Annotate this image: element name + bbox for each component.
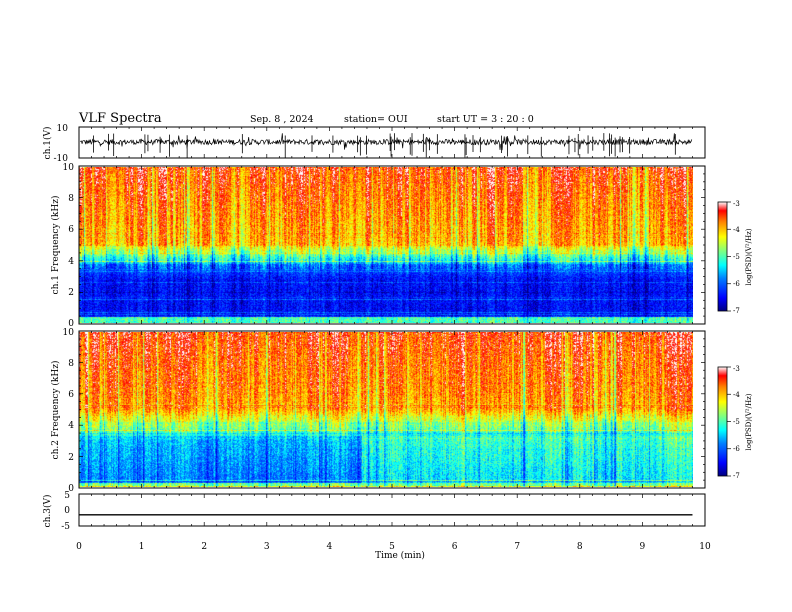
ch2-freq-tick-4: 4 xyxy=(68,421,74,431)
ch1-freq-tick-2: 2 xyxy=(68,288,74,298)
station-label: station= OUI xyxy=(344,114,408,125)
ch2-colorbar xyxy=(717,366,728,477)
cb1-tick-minus4: -4 xyxy=(733,226,740,234)
ch2-freq-tick-0: 0 xyxy=(68,484,74,494)
xtick-6: 6 xyxy=(452,542,458,552)
ch1-freq-axis-label: ch.1 Frequency (kHz) xyxy=(50,196,61,295)
cb2-tick-minus7: -7 xyxy=(733,472,740,480)
ch1-ytick-bottom: -10 xyxy=(54,154,69,164)
ch1-waveform-trace xyxy=(79,133,693,151)
cb1-tick-minus6: -6 xyxy=(733,280,740,288)
xtick-4: 4 xyxy=(327,542,333,552)
ch2-freq-axis-label: ch.2 Frequency (kHz) xyxy=(50,361,61,460)
xtick-2: 2 xyxy=(201,542,207,552)
ch1-colorbar xyxy=(717,201,728,312)
xtick-8: 8 xyxy=(577,542,583,552)
cb2-tick-minus3: -3 xyxy=(733,365,740,373)
start-ut-label: start UT = 3 : 20 : 0 xyxy=(437,114,534,125)
ch1-spectrogram xyxy=(79,167,693,323)
ch2-freq-tick-2: 2 xyxy=(68,453,74,463)
ch2-freq-tick-10: 10 xyxy=(63,328,75,338)
ch2-spectrogram xyxy=(79,332,693,487)
ch2-freq-tick-6: 6 xyxy=(68,390,74,400)
ch1-freq-tick-0: 0 xyxy=(68,319,74,329)
xtick-0: 0 xyxy=(76,542,82,552)
ch1-volt-axis-label: ch.1(V) xyxy=(42,127,53,160)
figure-title: VLF Spectra xyxy=(79,111,162,126)
cb2-tick-minus4: -4 xyxy=(733,391,740,399)
xtick-3: 3 xyxy=(264,542,270,552)
date-label: Sep. 8 , 2024 xyxy=(250,114,314,125)
colorbar-ticks xyxy=(727,201,731,477)
ch3-ytick-minus5: -5 xyxy=(61,522,70,532)
ch3-ytick-5: 5 xyxy=(64,491,70,501)
ch1-freq-tick-8: 8 xyxy=(68,194,74,204)
ch3-waveform-frame xyxy=(78,493,706,527)
cb1-tick-minus5: -5 xyxy=(733,253,740,261)
cb2-label: log(PSD)(V²/Hz) xyxy=(745,393,753,450)
cb1-tick-minus7: -7 xyxy=(733,307,740,315)
ch1-freq-tick-6: 6 xyxy=(68,225,74,235)
x-axis-label: Time (min) xyxy=(375,550,425,561)
cb2-tick-minus5: -5 xyxy=(733,418,740,426)
ch3-volt-axis-label: ch.3(V) xyxy=(42,495,53,528)
xtick-9: 9 xyxy=(640,542,646,552)
ch2-freq-tick-8: 8 xyxy=(68,359,74,369)
axis-ticks xyxy=(78,127,706,526)
cb2-tick-minus6: -6 xyxy=(733,445,740,453)
ch1-waveform xyxy=(79,133,693,158)
ch3-ytick-0: 0 xyxy=(64,506,70,516)
xtick-7: 7 xyxy=(514,542,520,552)
xtick-1: 1 xyxy=(139,542,145,552)
cb1-tick-minus3: -3 xyxy=(733,200,740,208)
ch1-freq-tick-10: 10 xyxy=(63,163,75,173)
ch1-ytick-top: 10 xyxy=(57,124,69,134)
cb1-label: log(PSD)(V²/Hz) xyxy=(745,228,753,285)
xtick-5: 5 xyxy=(389,542,395,552)
ch1-freq-tick-4: 4 xyxy=(68,257,74,267)
xtick-10: 10 xyxy=(699,542,711,552)
